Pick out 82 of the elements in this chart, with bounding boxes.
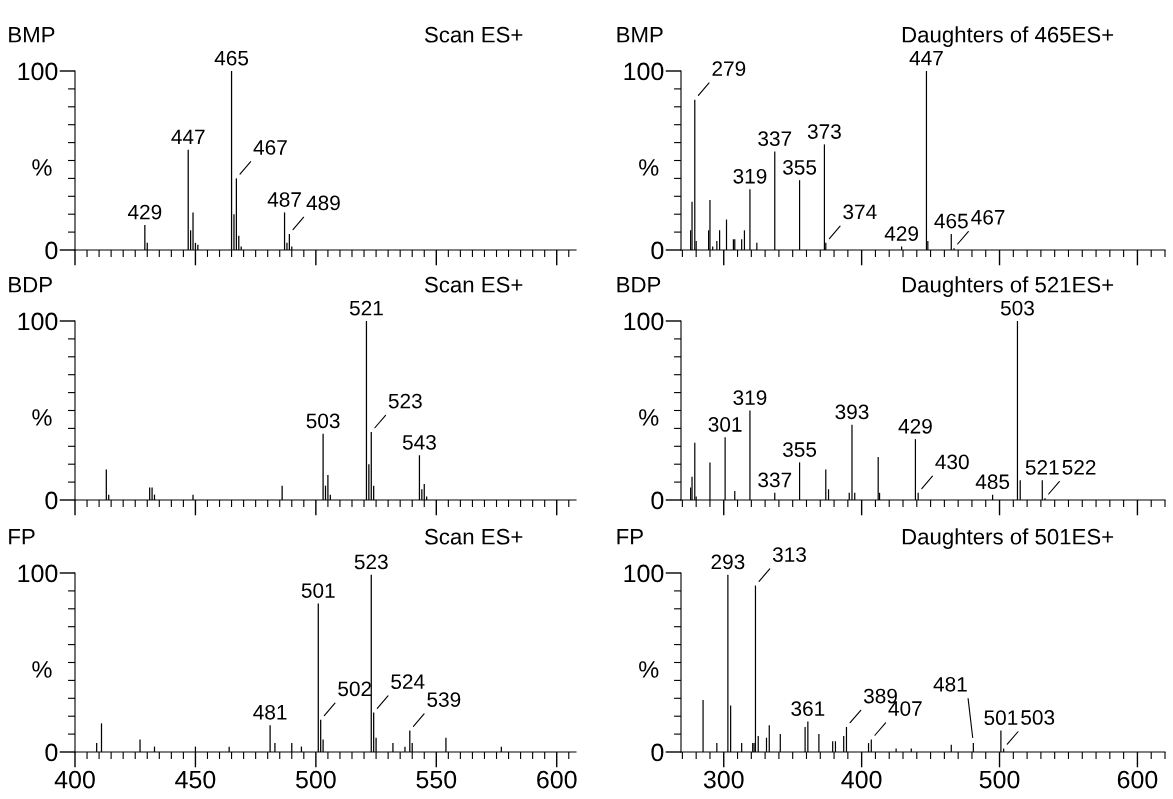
y-tick-label: 100 [624, 564, 664, 583]
annotation: 429 [127, 204, 162, 220]
annotation: 503 [1021, 710, 1055, 725]
annotation: 539 [427, 692, 461, 707]
chart-subtitle: Scan ES+ [424, 528, 523, 545]
x-tick-label: 300 [703, 770, 744, 789]
chart-title: BMP [9, 27, 55, 43]
annotation: 393 [835, 404, 869, 420]
y-tick-label: 100 [18, 312, 58, 331]
annotation: 429 [884, 226, 919, 241]
annotation: 313 [772, 547, 806, 562]
annotation: 481 [253, 704, 287, 720]
annotation: 374 [843, 204, 877, 220]
chart-title: FP [9, 529, 35, 545]
y-tick-label: 0 [45, 743, 58, 762]
chart-title: BDP [617, 277, 661, 293]
annotation: 430 [935, 454, 969, 470]
y-tick-label: 0 [45, 241, 58, 260]
annotation: 465 [934, 213, 968, 229]
y-axis-title: % [32, 661, 52, 678]
annotation: 319 [733, 390, 767, 405]
annotation: 524 [391, 674, 425, 690]
x-tick-label: 500 [296, 770, 336, 789]
chart-title: FP [617, 529, 643, 545]
chart-subtitle: Daughters of 501ES+ [902, 528, 1114, 549]
y-tick-label: 100 [18, 62, 58, 81]
annotation: 293 [711, 554, 745, 570]
y-tick-label: 100 [624, 62, 664, 81]
y-tick-label: 100 [18, 564, 58, 583]
x-tick-label: 450 [175, 770, 216, 789]
annotation: 467 [253, 140, 287, 155]
x-tick-label: 400 [841, 770, 882, 789]
annotation: 355 [783, 159, 817, 175]
x-tick-label: 550 [416, 770, 457, 789]
x-tick-label: 500 [979, 770, 1020, 789]
annotation: 501 [301, 583, 335, 598]
chart-title: BDP [9, 277, 52, 293]
annotation: 487 [267, 192, 301, 207]
annotation: 373 [807, 124, 841, 139]
annotation: 502 [338, 681, 372, 697]
x-tick-label: 400 [54, 770, 95, 789]
annotation: 465 [214, 50, 249, 66]
annotation: 429 [898, 418, 932, 434]
chart-subtitle: Scan ES+ [424, 276, 523, 293]
annotation: 521 [1025, 460, 1059, 475]
annotation: 503 [1000, 300, 1034, 316]
annotation: 301 [708, 417, 742, 432]
chart-subtitle: Daughters of 521ES+ [902, 276, 1114, 297]
annotation: 447 [909, 50, 943, 66]
y-tick-label: 0 [651, 241, 664, 260]
annotation: 447 [171, 129, 205, 145]
y-tick-label: 0 [45, 491, 58, 510]
y-axis-title: % [639, 409, 659, 426]
annotation: 355 [783, 442, 817, 457]
annotation: 319 [733, 168, 767, 184]
annotation: 337 [758, 472, 792, 488]
chart-title: BMP [617, 27, 663, 43]
annotation: 279 [712, 61, 746, 77]
annotation: 503 [306, 413, 340, 429]
annotation: 501 [984, 710, 1018, 726]
annotation: 337 [758, 131, 792, 147]
chart-subtitle: Daughters of 465ES+ [902, 26, 1114, 47]
annotation: 521 [349, 300, 383, 316]
annotation: 489 [306, 195, 340, 211]
y-axis-title: % [639, 661, 659, 678]
annotation: 467 [971, 209, 1005, 225]
y-tick-label: 0 [651, 743, 664, 762]
annotation: 523 [354, 554, 388, 570]
chart-subtitle: Scan ES+ [424, 26, 523, 43]
annotation: 361 [791, 701, 825, 717]
annotation: 523 [388, 393, 422, 409]
y-axis-title: % [32, 409, 52, 426]
annotation: 543 [402, 434, 436, 450]
annotation: 522 [1062, 459, 1096, 475]
annotation: 481 [933, 676, 967, 692]
y-tick-label: 100 [624, 312, 664, 331]
x-tick-label: 600 [1117, 770, 1158, 789]
y-axis-title: % [639, 159, 659, 176]
y-axis-title: % [32, 159, 52, 176]
annotation: 485 [975, 474, 1010, 490]
x-tick-label: 600 [537, 770, 577, 789]
y-tick-label: 0 [651, 491, 664, 510]
